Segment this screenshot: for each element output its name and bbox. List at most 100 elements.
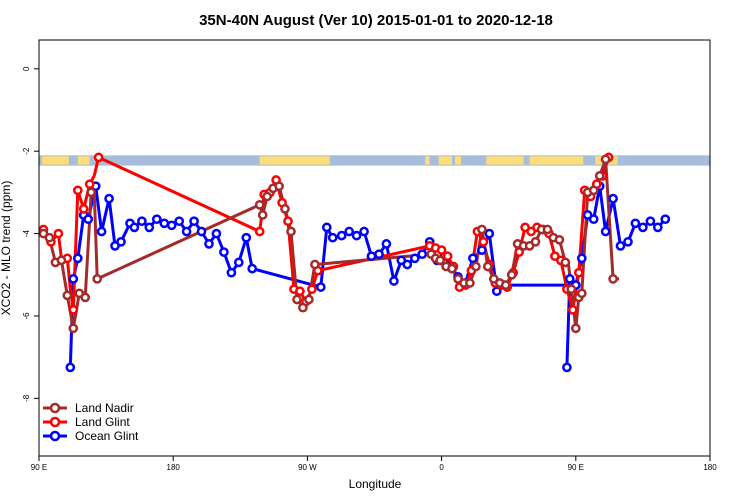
- ocean-glint-point: [137, 216, 147, 227]
- land-nadir-point: [477, 224, 487, 235]
- land-nadir-point: [257, 210, 268, 220]
- ocean-glint-point: [321, 222, 332, 233]
- ocean-glint-point: [359, 226, 369, 237]
- land-nadir-point: [500, 280, 511, 290]
- land-nadir-point: [570, 323, 581, 334]
- ocean-glint-point: [409, 253, 420, 264]
- land-band-segment: [77, 156, 90, 165]
- y-axis-label: XCO2 - MLO trend (ppm): [0, 181, 13, 316]
- ocean-glint-point: [652, 222, 663, 233]
- ocean-glint-point: [144, 222, 155, 233]
- ocean-glint-point: [562, 362, 572, 373]
- ocean-glint-point: [638, 222, 648, 233]
- x-tick-label: 180: [703, 463, 717, 472]
- ocean-glint-point: [247, 263, 258, 274]
- x-axis: 90 E 180 90 W 0 90 E 180: [31, 456, 717, 472]
- land-glint-point: [78, 204, 89, 214]
- y-tick-label: 0: [22, 66, 31, 71]
- ocean-glint-point: [65, 362, 76, 373]
- ocean-glint-point: [588, 214, 599, 225]
- ocean-band: [39, 155, 710, 166]
- land-band-segment: [486, 156, 524, 165]
- ocean-glint-point: [564, 274, 575, 284]
- ocean-glint-point: [116, 236, 126, 247]
- legend-label-land-nadir: Land Nadir: [75, 401, 134, 415]
- land-nadir-point: [62, 290, 73, 301]
- ocean-glint-point: [417, 249, 428, 260]
- x-axis-label: Longitude: [349, 477, 402, 491]
- ocean-glint-point: [576, 253, 587, 264]
- ocean-glint-point: [211, 228, 222, 239]
- y-tick-label: -8: [22, 394, 31, 402]
- ocean-glint-point: [336, 230, 347, 241]
- chart-title: 35N-40N August (Ver 10) 2015-01-01 to 20…: [199, 12, 553, 29]
- land-nadir-point: [435, 255, 445, 266]
- legend-item-land-glint: Land Glint: [43, 415, 130, 429]
- ocean-glint-point: [129, 222, 140, 233]
- legend-item-land-nadir: Land Nadir: [43, 401, 134, 415]
- land-glint-point: [254, 226, 265, 237]
- ocean-glint-point: [68, 274, 79, 284]
- land-nadir-point: [608, 274, 618, 284]
- land-nadir-point: [56, 255, 67, 266]
- land-glint-point: [84, 179, 95, 190]
- land-nadir-point: [280, 204, 290, 214]
- plot-frame: [38, 39, 711, 457]
- ocean-glint-point: [315, 282, 326, 292]
- land-nadir-point: [86, 187, 97, 198]
- ocean-glint-point: [196, 226, 207, 237]
- land-nadir-point: [506, 269, 517, 280]
- land-glint-point: [307, 284, 317, 295]
- ocean-glint-point: [104, 193, 114, 204]
- ocean-glint-point: [660, 214, 671, 225]
- ocean-glint-point: [83, 214, 94, 225]
- x-tick-label: 180: [167, 463, 181, 472]
- ocean-glint-point: [174, 216, 185, 227]
- ocean-glint-point: [623, 236, 633, 247]
- land-band-segment: [259, 156, 330, 165]
- land-band-segment: [455, 156, 461, 165]
- land-nadir-point: [298, 302, 308, 313]
- ocean-glint-point: [608, 193, 618, 204]
- land-nadir-point: [304, 294, 314, 305]
- land-nadir-point: [588, 185, 599, 196]
- ocean-glint-point: [615, 241, 626, 251]
- y-axis: 0 -2 -4 -6 -8: [22, 66, 39, 402]
- ocean-glint-point: [241, 232, 252, 243]
- ocean-glint-point: [374, 249, 384, 260]
- land-nadir-point: [44, 232, 55, 243]
- land-nadir-point: [92, 274, 103, 284]
- y-tick-label: -4: [22, 229, 31, 237]
- land-glint-point: [283, 216, 293, 227]
- legend: Land Nadir Land Glint Ocean Glint: [43, 401, 139, 443]
- ocean-glint-point: [233, 257, 244, 268]
- y-tick-label: -6: [22, 312, 31, 320]
- x-tick-label: 0: [439, 463, 444, 472]
- land-glint-point: [53, 228, 64, 239]
- land-glint-point: [295, 286, 305, 297]
- land-nadir-point: [274, 181, 284, 192]
- ocean-glint-point: [645, 216, 656, 227]
- legend-item-ocean-glint: Ocean Glint: [43, 429, 139, 443]
- ocean-glint-point: [600, 226, 611, 237]
- ocean-glint-point: [204, 239, 214, 249]
- land-nadir-point: [594, 171, 605, 181]
- land-band-segment: [41, 156, 69, 165]
- land-nadir-point: [262, 191, 272, 202]
- land-nadir-point: [292, 294, 302, 305]
- series-layer: [38, 152, 671, 373]
- ocean-glint-point: [219, 247, 229, 257]
- ocean-glint-point: [151, 214, 162, 225]
- land-glint-point: [93, 152, 104, 163]
- land-nadir-point: [554, 234, 565, 245]
- land-nadir-point: [482, 261, 493, 272]
- y-tick-label: -2: [22, 147, 31, 155]
- land-glint-point: [573, 267, 584, 278]
- land-nadir-point: [542, 224, 553, 235]
- land-glint-point: [436, 245, 447, 255]
- land-band-segment: [438, 156, 453, 165]
- ocean-glint-point: [166, 220, 177, 231]
- land-band-segment: [425, 156, 430, 165]
- ocean-glint-point: [402, 259, 413, 270]
- land-glint-point: [72, 185, 83, 196]
